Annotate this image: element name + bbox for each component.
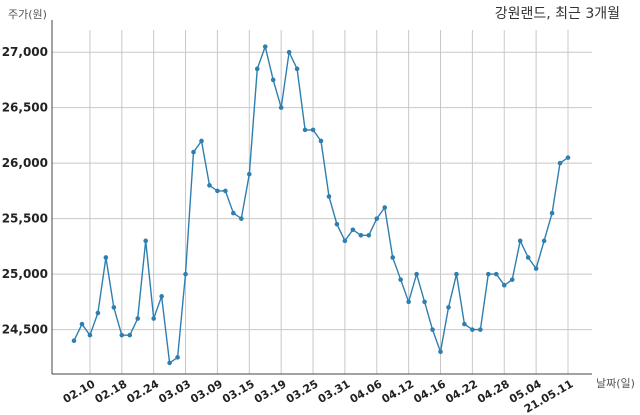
data-point <box>334 221 340 227</box>
data-point <box>446 305 451 310</box>
data-point <box>318 138 324 144</box>
y-tick-label: 26,500 <box>2 101 48 115</box>
x-tick-label: 03.25 <box>284 377 321 406</box>
x-tick-label: 04.22 <box>443 377 480 406</box>
data-point <box>207 183 212 188</box>
data-point <box>414 271 419 277</box>
x-axis-label: 날짜(일) <box>596 376 635 390</box>
data-point <box>286 49 292 55</box>
data-point <box>183 271 188 277</box>
data-point <box>486 271 491 277</box>
x-tick-label: 03.03 <box>156 377 193 406</box>
data-point <box>159 294 164 299</box>
data-point <box>422 299 427 305</box>
x-tick-label: 03.15 <box>220 377 257 406</box>
data-point <box>398 277 403 282</box>
x-tick-label: 02.10 <box>61 377 98 406</box>
y-tick-labels: 24,500 25,000 25,500 26,000 26,500 27,000 <box>2 45 48 336</box>
y-tick-label: 26,000 <box>2 156 48 170</box>
data-point <box>278 105 284 110</box>
data-point <box>438 349 443 355</box>
data-point <box>191 149 196 155</box>
x-tick-label: 02.24 <box>125 377 162 406</box>
data-point <box>462 321 467 327</box>
data-point <box>525 255 531 260</box>
data-point <box>302 127 308 133</box>
data-point <box>430 327 435 332</box>
data-point <box>239 216 244 221</box>
data-point <box>119 332 125 338</box>
chart-title: 강원랜드, 최근 3개월 <box>495 6 620 22</box>
data-point <box>270 77 276 83</box>
data-point <box>382 205 388 210</box>
data-point <box>95 310 101 316</box>
data-point <box>342 238 348 244</box>
y-tick-label: 25,000 <box>2 267 48 281</box>
x-tick-label: 03.09 <box>188 377 225 406</box>
data-point <box>111 305 117 310</box>
data-point <box>454 271 459 277</box>
x-tick-labels: 02.1002.1802.2403.0303.0903.1503.1903.25… <box>61 377 576 415</box>
data-point <box>541 238 547 244</box>
data-point <box>517 238 523 244</box>
x-tick-label: 03.19 <box>252 377 289 406</box>
data-point <box>254 66 260 72</box>
data-point <box>406 299 411 305</box>
data-point <box>151 316 156 321</box>
x-tick-label: 04.28 <box>475 377 512 406</box>
data-point <box>565 155 571 160</box>
data-point <box>350 227 356 233</box>
data-point <box>143 238 149 244</box>
x-tick-label: 03.31 <box>316 377 353 406</box>
data-point <box>127 332 133 338</box>
data-point <box>478 327 483 332</box>
y-tick-label: 25,500 <box>2 212 48 226</box>
data-point <box>199 138 204 144</box>
price-line <box>73 44 569 365</box>
data-point <box>549 210 555 216</box>
data-point <box>326 194 332 199</box>
x-tick-label: 04.16 <box>411 377 448 406</box>
data-point <box>223 188 228 194</box>
data-point <box>509 277 515 282</box>
data-point <box>533 266 539 271</box>
data-point <box>231 210 236 216</box>
y-tick-label: 27,000 <box>2 45 48 59</box>
data-point <box>366 232 372 238</box>
x-tick-label: 04.12 <box>380 377 417 406</box>
y-axis-label: 주가(원) <box>8 8 47 21</box>
data-point <box>557 160 563 166</box>
data-point <box>374 216 380 221</box>
data-point <box>501 282 507 288</box>
data-point <box>79 321 85 327</box>
axis-layer <box>51 20 592 375</box>
data-point <box>175 355 180 360</box>
grid-layer <box>52 30 592 374</box>
data-point <box>246 171 252 177</box>
data-point <box>215 188 220 194</box>
data-point <box>294 66 300 72</box>
data-point <box>358 232 364 238</box>
data-point <box>103 255 109 260</box>
y-tick-label: 24,500 <box>2 323 48 337</box>
data-point <box>71 338 77 344</box>
data-point <box>167 360 172 366</box>
data-point <box>470 327 475 332</box>
data-point <box>135 316 141 321</box>
data-point <box>87 332 93 338</box>
data-point <box>262 44 268 49</box>
price-series <box>71 44 571 366</box>
x-tick-label: 04.06 <box>348 377 385 406</box>
data-point <box>310 127 316 133</box>
data-point <box>493 271 499 277</box>
data-point <box>390 255 396 260</box>
x-tick-label: 02.18 <box>93 377 130 406</box>
